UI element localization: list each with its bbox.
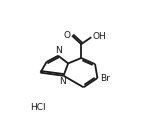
Text: N: N xyxy=(59,77,66,86)
Text: HCl: HCl xyxy=(30,103,46,112)
Text: O: O xyxy=(63,31,71,40)
Text: N: N xyxy=(55,46,62,55)
Text: OH: OH xyxy=(93,32,107,41)
Text: Br: Br xyxy=(101,74,110,83)
